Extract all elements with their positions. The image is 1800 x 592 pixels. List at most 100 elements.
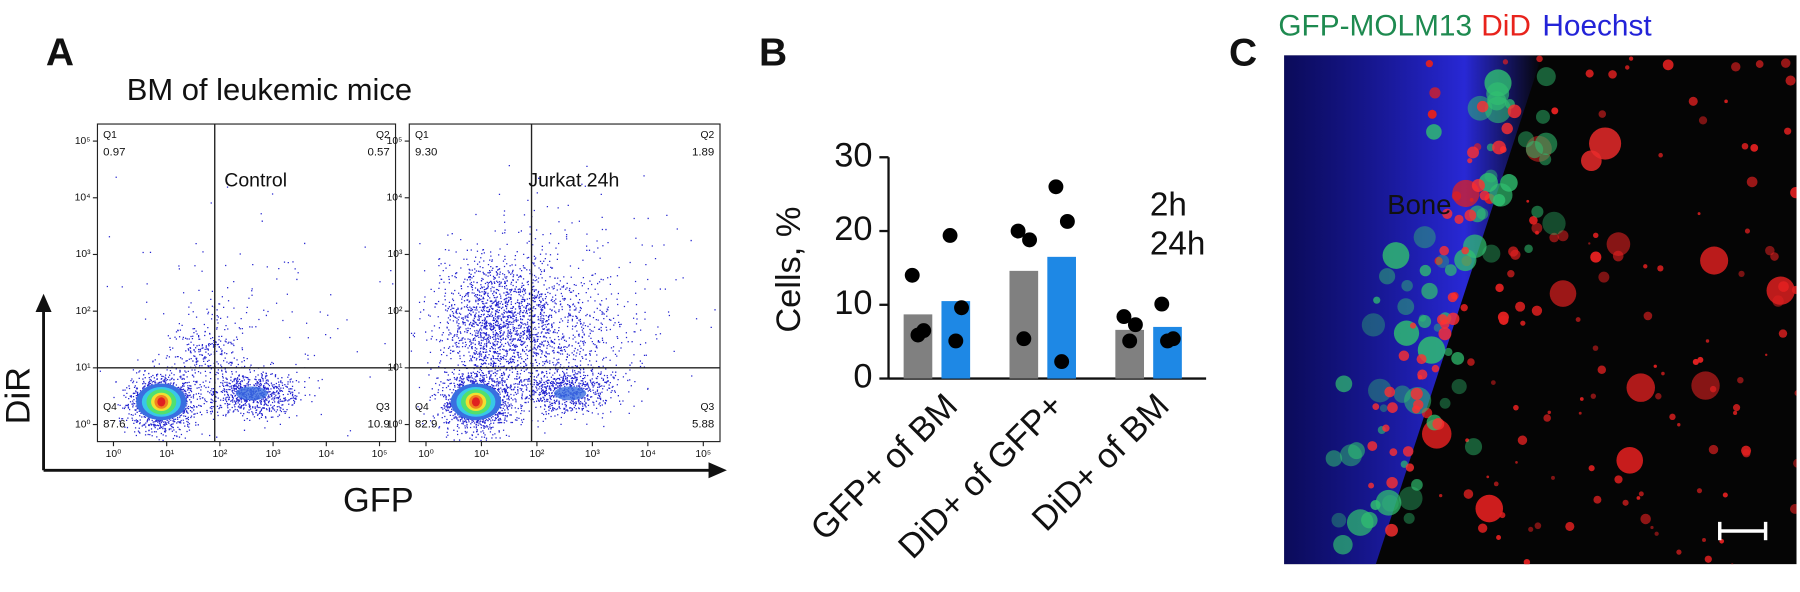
texture-red — [1724, 99, 1728, 104]
texture-red — [1405, 463, 1415, 472]
texture-red — [1513, 404, 1519, 411]
quadrant-name: Q1 — [415, 130, 429, 141]
texture-green — [1433, 323, 1442, 332]
y-tick-label: 10¹ — [76, 363, 91, 374]
texture-red — [1565, 521, 1575, 531]
texture-red — [1501, 122, 1513, 135]
texture-red — [1534, 522, 1542, 530]
x-tick-label: 10⁰ — [418, 449, 434, 460]
quadrant-percent: 9.30 — [415, 147, 437, 159]
texture-red — [1640, 513, 1651, 525]
texture-red — [1626, 373, 1656, 402]
texture-red — [1523, 558, 1531, 565]
texture-red — [1589, 127, 1622, 160]
texture-green — [1325, 450, 1343, 467]
texture-red — [1431, 364, 1440, 373]
y-tick-label: 10⁵ — [75, 136, 91, 147]
quadrant-name: Q4 — [415, 402, 429, 413]
texture-green — [1454, 248, 1477, 272]
plot-frame — [408, 123, 721, 443]
y-tick-label: 10³ — [76, 249, 91, 260]
texture-red — [1692, 358, 1699, 366]
texture-red — [1643, 264, 1648, 269]
texture-red — [1741, 142, 1749, 150]
data-point — [1160, 333, 1175, 349]
texture-red — [1702, 537, 1706, 542]
texture-green — [1517, 131, 1534, 148]
texture-red — [1387, 402, 1398, 413]
quadrant-percent: 10.9 — [368, 418, 390, 430]
texture-red — [1502, 59, 1509, 65]
texture-red — [1598, 271, 1610, 283]
texture-red — [1731, 62, 1741, 72]
texture-red — [1551, 475, 1555, 480]
quadrant-percent: 0.97 — [103, 147, 125, 159]
data-point — [942, 228, 958, 243]
texture-red — [1507, 270, 1515, 278]
panel-letter: A — [46, 32, 74, 75]
texture-red — [1657, 265, 1664, 272]
texture-red — [1731, 563, 1734, 565]
texture-red — [1536, 55, 1543, 63]
texture-red — [1467, 146, 1479, 159]
texture-red — [1622, 499, 1629, 506]
panel-letter: B — [759, 32, 787, 75]
quadrant-name: Q1 — [103, 130, 117, 141]
texture-red — [1520, 320, 1526, 326]
texture-green — [1361, 313, 1386, 337]
texture-red — [1508, 246, 1519, 257]
texture-green — [1361, 511, 1378, 529]
texture-red — [1638, 491, 1644, 497]
texture-red — [1535, 230, 1539, 235]
texture-green — [1444, 264, 1457, 277]
texture-red — [1412, 405, 1421, 414]
y-tick-label: 10⁰ — [75, 419, 91, 430]
data-point — [1122, 333, 1138, 349]
density-hotspot — [471, 397, 480, 407]
texture-red — [1461, 246, 1470, 255]
y-tick-label: 20 — [834, 210, 872, 248]
texture-red — [1543, 414, 1551, 422]
x-tick-label: 10⁵ — [372, 449, 388, 460]
data-point — [1048, 179, 1064, 195]
texture-green — [1451, 378, 1467, 395]
texture-red — [1581, 150, 1602, 172]
texture-red — [1697, 356, 1704, 363]
texture-red — [1750, 143, 1759, 152]
y-tick-label: 10² — [76, 306, 91, 317]
data-point — [910, 327, 926, 343]
texture-green — [1535, 132, 1558, 155]
texture-red — [1416, 354, 1427, 365]
texture-red — [1794, 390, 1797, 396]
texture-red — [1368, 482, 1375, 489]
y-tick-label: 10⁰ — [387, 419, 403, 430]
texture-red — [1557, 230, 1569, 242]
panel-letter: C — [1229, 32, 1257, 75]
y-axis-label: DiR — [0, 367, 38, 424]
texture-red — [1597, 365, 1607, 374]
texture-red — [1628, 56, 1634, 61]
texture-red — [1704, 555, 1712, 563]
texture-green — [1484, 169, 1498, 183]
data-point — [1116, 309, 1132, 325]
data-point — [1059, 213, 1075, 229]
y-tick-label: 10⁴ — [75, 192, 91, 203]
arrow-head — [708, 462, 727, 479]
texture-red — [1410, 387, 1423, 400]
texture-green — [1401, 279, 1413, 292]
density-hotspot — [157, 397, 166, 407]
texture-red — [1477, 523, 1488, 533]
texture-green — [1413, 226, 1436, 249]
texture-red — [1755, 60, 1764, 68]
texture-green — [1476, 208, 1489, 220]
texture-green — [1451, 351, 1465, 365]
data-point — [954, 300, 969, 316]
density-hotspot — [554, 386, 587, 401]
stain-label: GFP-MOLM13 — [1278, 10, 1472, 43]
texture-red — [1643, 311, 1653, 321]
texture-red — [1612, 250, 1624, 262]
texture-red — [1778, 281, 1789, 292]
texture-red — [1475, 494, 1504, 523]
texture-red — [1372, 403, 1380, 411]
texture-red — [1398, 350, 1410, 362]
